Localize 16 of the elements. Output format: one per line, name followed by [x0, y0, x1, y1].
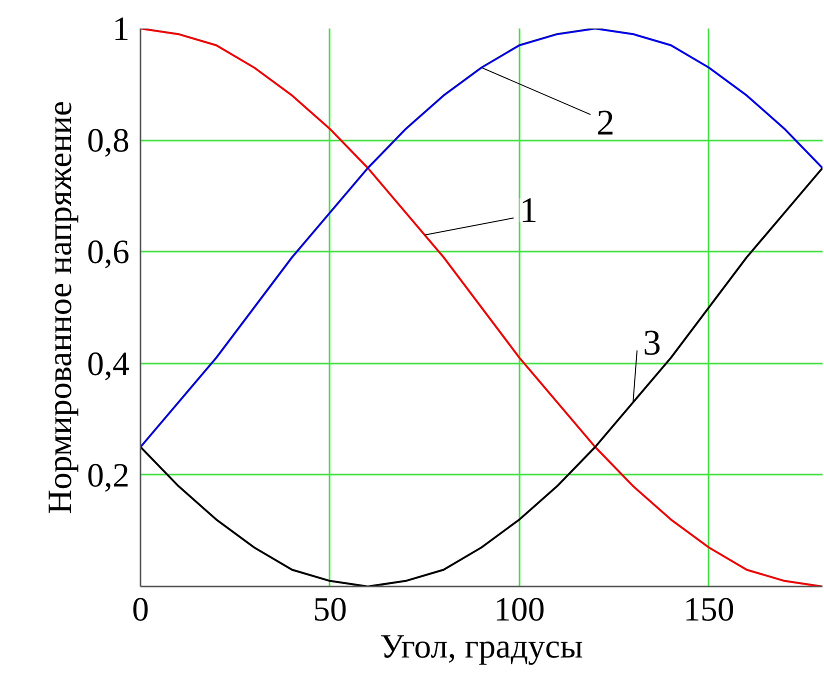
y-tick-label: 0,6	[87, 234, 130, 272]
x-tick-label: 0	[132, 592, 149, 628]
annotation: 2	[596, 102, 614, 143]
y-tick-label: 0,4	[87, 346, 130, 383]
annotation: 1	[520, 190, 538, 230]
line-series	[140, 28, 822, 448]
y-tick-label: 1	[112, 11, 130, 48]
y-tick-label: 0,8	[87, 122, 130, 160]
y-axis-title: Нормированное напряжение	[42, 100, 79, 514]
x-tick-label: 100	[494, 592, 545, 628]
x-axis-title: Угол, градусы	[380, 628, 584, 666]
y-tick-label: 0,2	[87, 457, 130, 494]
x-tick-label: 50	[312, 592, 347, 628]
x-tick-label: 150	[683, 592, 734, 628]
annotation: 3	[643, 322, 662, 362]
line-series	[140, 28, 822, 586]
